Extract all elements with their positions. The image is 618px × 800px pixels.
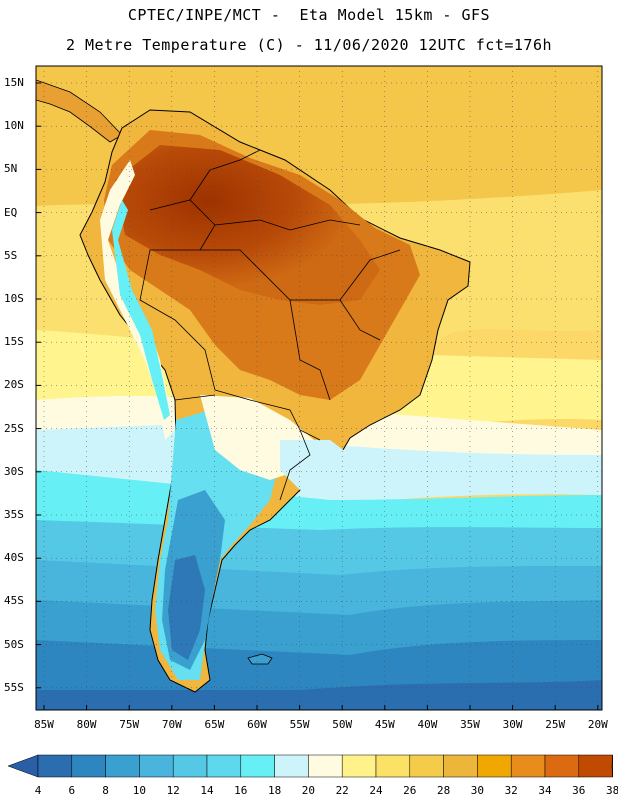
colorbar-swatch [477,754,512,778]
colorbar-label: 14 [200,784,214,797]
colorbar-swatch [105,754,140,778]
colorbar-swatch [341,754,377,778]
latitude-label: 20S [4,378,24,392]
latitude-label: 25S [4,421,24,435]
country-borders [139,149,401,501]
longitude-label: 35W [460,718,480,731]
latitude-label: EQ [4,205,18,219]
longitude-label: 45W [374,718,395,731]
latitude-label: 15N [4,76,24,89]
colorbar-label: 34 [538,784,552,797]
colorbar-swatch [37,754,73,778]
colorbar-label: 28 [436,784,451,797]
longitude-label: 85W [34,718,54,731]
colorbar-label: 32 [504,784,518,797]
longitude-label: 75W [119,718,140,731]
map-frame [35,65,603,711]
latitude-label: 45S [4,594,24,608]
latitude-label: 30S [4,464,24,478]
longitude-label: 25W [545,718,566,731]
longitude-label: 50W [332,718,353,731]
colorbar [7,754,613,778]
colorbar-label: 16 [234,784,248,797]
longitude-label: 40W [417,718,438,731]
longitude-label: 80W [76,718,97,731]
colorbar-label: 30 [470,784,485,797]
colorbar-high-arrow [611,754,613,778]
map-field [36,66,602,710]
longitude-label: 65W [204,718,225,731]
latitude-label: 40S [4,551,24,565]
colorbar-label: 12 [166,784,180,797]
colorbar-label: 18 [267,784,282,797]
axis-ticks [36,82,599,710]
colorbar-swatch [274,754,309,778]
colorbar-swatch [544,754,580,778]
latitude-label: 5N [4,162,18,176]
colorbar-swatch [240,754,275,778]
colorbar-swatch [71,754,106,778]
colorbar-swatch [578,754,613,778]
latitude-label: 35S [4,508,24,521]
colorbar-swatch [139,754,174,778]
longitude-label: 55W [289,718,310,731]
latitude-label: 10N [4,119,24,133]
colorbar-label: 10 [132,784,147,797]
colorbar-swatch [206,754,242,778]
longitude-label: 60W [247,718,267,731]
map-title: CPTEC/INPE/MCT - Eta Model 15km - GFS [127,6,491,24]
latitude-label: 50S [4,637,24,651]
colorbar-swatch [510,754,546,778]
longitude-label: 70W [161,718,182,731]
colorbar-label: 22 [335,784,349,797]
map-subtitle: 2 Metre Temperature (C) - 11/06/2020 12U… [65,36,553,54]
longitude-label: 20W [587,718,608,731]
latitude-label: 5S [4,248,18,262]
colorbar-label: 8 [102,784,109,797]
colorbar-swatch [375,754,411,778]
latitude-label: 10S [4,292,24,305]
colorbar-label: 24 [369,784,383,797]
longitude-label: 30W [502,718,523,731]
colorbar-label: 26 [403,784,417,797]
colorbar-label: 6 [68,784,76,797]
colorbar-label: 20 [301,784,316,797]
colorbar-swatch [172,754,208,778]
colorbar-label: 38 [605,784,618,797]
latitude-label: 15S [4,335,24,349]
colorbar-swatch [308,754,343,778]
latitude-label: 55S [4,680,24,694]
colorbar-label: 36 [572,784,586,797]
colorbar-swatch [443,754,478,778]
colorbar-low-arrow [7,754,39,778]
colorbar-swatch [409,754,444,778]
colorbar-label: 4 [34,784,42,797]
